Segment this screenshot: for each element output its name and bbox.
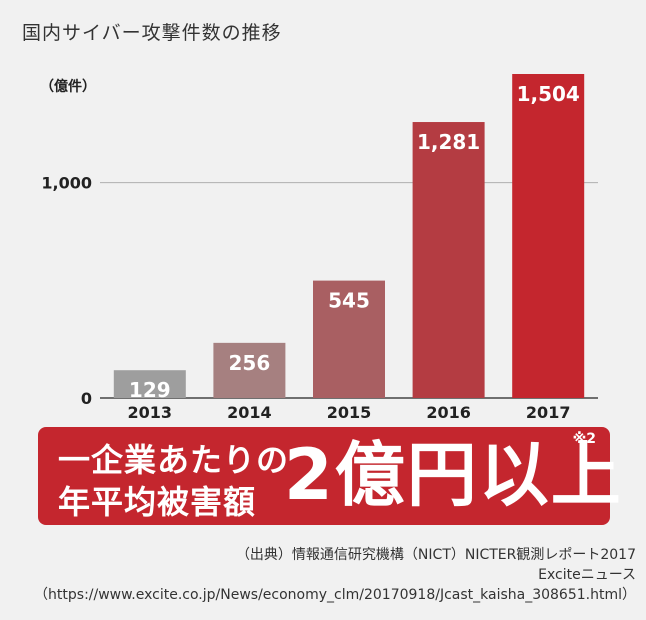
bar-2016: [412, 122, 485, 399]
banner-line-2: 年平均被害額: [58, 483, 257, 521]
source-line-2: Exciteニュース: [538, 567, 636, 583]
bar-value-label: 129: [129, 378, 171, 402]
x-tick-label: 2016: [426, 403, 471, 422]
x-tick-label: 2013: [128, 403, 173, 422]
bar-value-label: 1,281: [417, 130, 480, 154]
y-tick-label: 1,000: [41, 174, 92, 193]
bar-2017: [512, 74, 585, 398]
banner-line-1: 一企業あたりの: [58, 441, 290, 479]
bar-value-label: 545: [328, 289, 370, 313]
bar-value-label: 1,504: [517, 82, 580, 106]
banner-amount: 2億円以上: [284, 434, 623, 516]
x-tick-label: 2015: [327, 403, 372, 422]
source-line-1: （出典）情報通信研究機構（NICT）NICTER観測レポート2017: [235, 547, 636, 563]
bar-value-label: 256: [229, 351, 271, 375]
average-damage-banner: 一企業あたりの 年平均被害額 2億円以上 ※2: [38, 427, 621, 525]
chart-title: 国内サイバー攻撃件数の推移: [22, 22, 282, 44]
y-tick-label: 0: [81, 389, 92, 408]
bar-2015: [313, 280, 385, 398]
y-axis-unit-label: （億件）: [40, 79, 96, 95]
source-citation: （出典）情報通信研究機構（NICT）NICTER観測レポート2017 Excit…: [34, 545, 636, 605]
bar-2014: [213, 342, 286, 398]
bar-2013: [113, 370, 186, 398]
banner-footnote-mark: ※2: [572, 431, 596, 447]
x-tick-label: 2014: [227, 403, 272, 422]
source-line-3: （https://www.excite.co.jp/News/economy_c…: [34, 587, 636, 603]
x-tick-label: 2017: [526, 403, 571, 422]
